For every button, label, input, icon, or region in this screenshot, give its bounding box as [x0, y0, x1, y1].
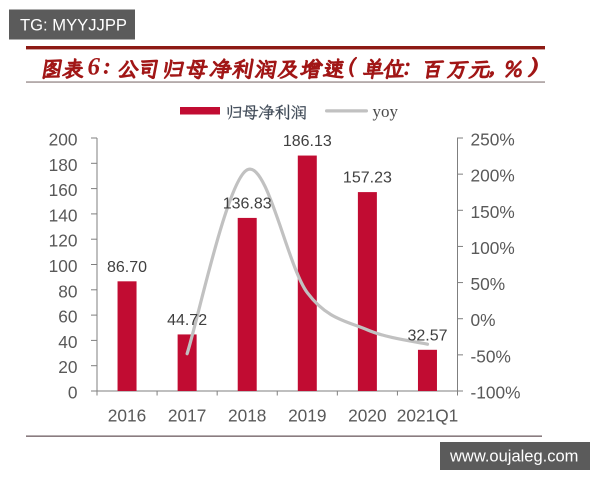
svg-text:50%: 50%: [471, 274, 506, 294]
svg-text:180: 180: [49, 155, 78, 175]
svg-text:160: 160: [49, 180, 78, 200]
svg-text:-100%: -100%: [471, 383, 521, 403]
svg-text:www.oujaleg.com: www.oujaleg.com: [449, 448, 578, 466]
svg-text:100: 100: [49, 256, 78, 276]
svg-text:150%: 150%: [471, 202, 515, 222]
svg-text:186.13: 186.13: [283, 133, 332, 150]
svg-text:6: 6: [88, 54, 101, 81]
svg-text:0: 0: [68, 383, 78, 403]
svg-text:2016: 2016: [108, 406, 146, 426]
svg-text:44.72: 44.72: [167, 312, 207, 329]
svg-text:40: 40: [58, 332, 77, 352]
svg-text:200%: 200%: [471, 166, 515, 186]
svg-text:136.83: 136.83: [223, 195, 272, 212]
svg-text:20: 20: [58, 357, 77, 377]
svg-text:86.70: 86.70: [107, 259, 147, 276]
svg-text:-50%: -50%: [471, 346, 511, 366]
svg-text:120: 120: [49, 231, 78, 251]
svg-text:2020: 2020: [348, 406, 386, 426]
svg-text:250%: 250%: [471, 130, 515, 150]
svg-text:0%: 0%: [471, 310, 496, 330]
svg-text:80: 80: [58, 281, 77, 301]
svg-text:100%: 100%: [471, 238, 515, 258]
svg-text:2019: 2019: [288, 406, 326, 426]
svg-text:60: 60: [58, 307, 77, 327]
svg-text:2017: 2017: [168, 406, 206, 426]
svg-text:140: 140: [49, 205, 78, 225]
svg-text::: :: [103, 54, 111, 80]
svg-text:157.23: 157.23: [343, 170, 392, 187]
svg-text:200: 200: [49, 130, 78, 150]
svg-text:32.57: 32.57: [407, 327, 447, 344]
svg-text:yoy: yoy: [373, 102, 399, 121]
svg-text:2021Q1: 2021Q1: [397, 406, 459, 426]
svg-text:TG: MYYJJPP: TG: MYYJJPP: [20, 16, 127, 35]
svg-text:2018: 2018: [228, 406, 266, 426]
